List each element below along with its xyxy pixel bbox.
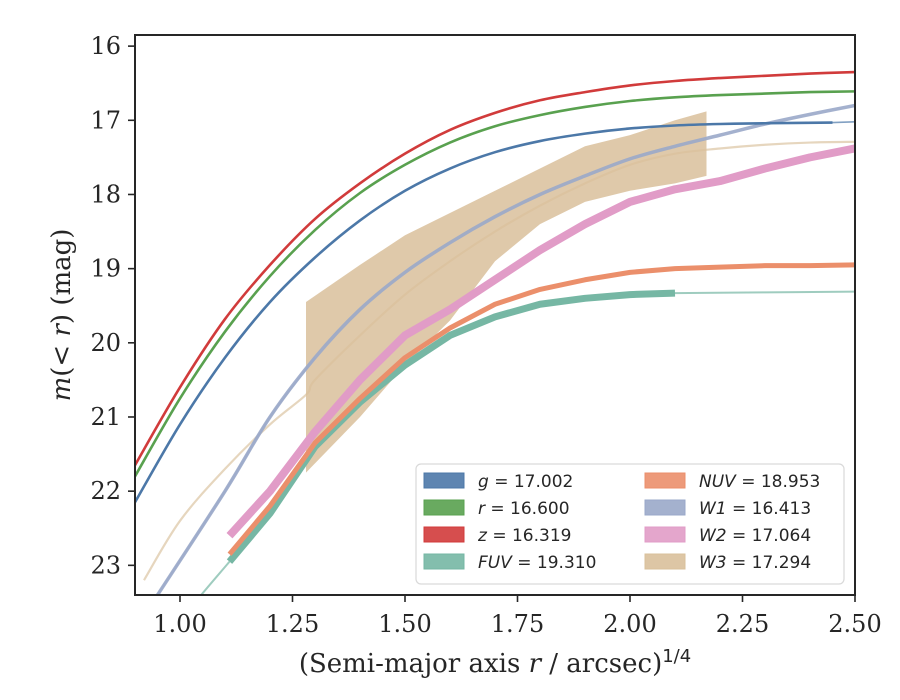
legend: g = 17.002 r = 16.600 z = 16.319 FUV = 19.3… <box>415 463 845 585</box>
legend-swatch-fuv <box>423 553 465 570</box>
series-nuv-line <box>227 262 855 556</box>
legend-swatch-w2 <box>644 526 686 543</box>
legend-label-w2: W2 = 17.064 <box>699 526 811 546</box>
y-tick-label: 21 <box>90 403 121 431</box>
y-tick-label: 19 <box>90 255 121 283</box>
series-z-line <box>135 70 855 466</box>
series-r-line <box>135 90 855 477</box>
x-tick-label: 2.25 <box>716 610 769 638</box>
series-g-tail <box>832 120 855 124</box>
legend-swatch-z <box>423 526 465 543</box>
legend-label-z: z = 16.319 <box>477 526 571 546</box>
y-tick-label: 17 <box>90 106 121 134</box>
plot-frame <box>134 34 856 596</box>
legend-label-g: g = 17.002 <box>478 472 573 492</box>
x-axis: 1.00 1.25 1.50 1.75 2.00 2.25 2.50 <box>153 595 882 638</box>
y-tick-label: 23 <box>90 551 121 579</box>
series-fuv-line <box>226 289 676 564</box>
y-tick-label: 20 <box>90 329 121 357</box>
x-tick-label: 1.00 <box>153 610 206 638</box>
x-tick-label: 1.25 <box>266 610 319 638</box>
legend-label-w1: W1 = 16.413 <box>699 499 811 519</box>
legend-swatch-g <box>423 472 465 489</box>
series-g-line <box>135 121 833 503</box>
legend-swatch-w1 <box>644 499 686 516</box>
y-axis: 16 17 18 19 20 21 22 23 <box>90 32 135 579</box>
y-tick-label: 18 <box>90 180 121 208</box>
legend-swatch-r <box>423 499 465 516</box>
legend-label-nuv: NUV = 18.953 <box>699 472 820 492</box>
x-tick-label: 2.50 <box>828 610 881 638</box>
legend-label-fuv: FUV = 19.310 <box>478 553 596 573</box>
legend-swatch-w3 <box>644 553 686 570</box>
legend-swatch-nuv <box>644 472 686 489</box>
y-tick-label: 16 <box>90 32 121 60</box>
plot-area <box>135 70 855 595</box>
y-axis-label: m(< r) (mag) <box>47 229 77 402</box>
legend-frame <box>415 463 845 585</box>
x-tick-label: 1.75 <box>491 610 544 638</box>
x-tick-label: 2.00 <box>603 610 656 638</box>
x-tick-label: 1.50 <box>378 610 431 638</box>
series-w2-line <box>226 144 855 539</box>
x-axis-label: (Semi-major axis r / arcsec)1/4 <box>299 646 691 680</box>
legend-label-r: r = 16.600 <box>478 499 570 519</box>
series-fuv-extension <box>199 560 231 595</box>
series-fuv-tail <box>674 290 855 295</box>
y-tick-label: 22 <box>90 477 121 505</box>
series-w1-line <box>156 103 855 595</box>
legend-label-w3: W3 = 17.294 <box>699 553 811 573</box>
